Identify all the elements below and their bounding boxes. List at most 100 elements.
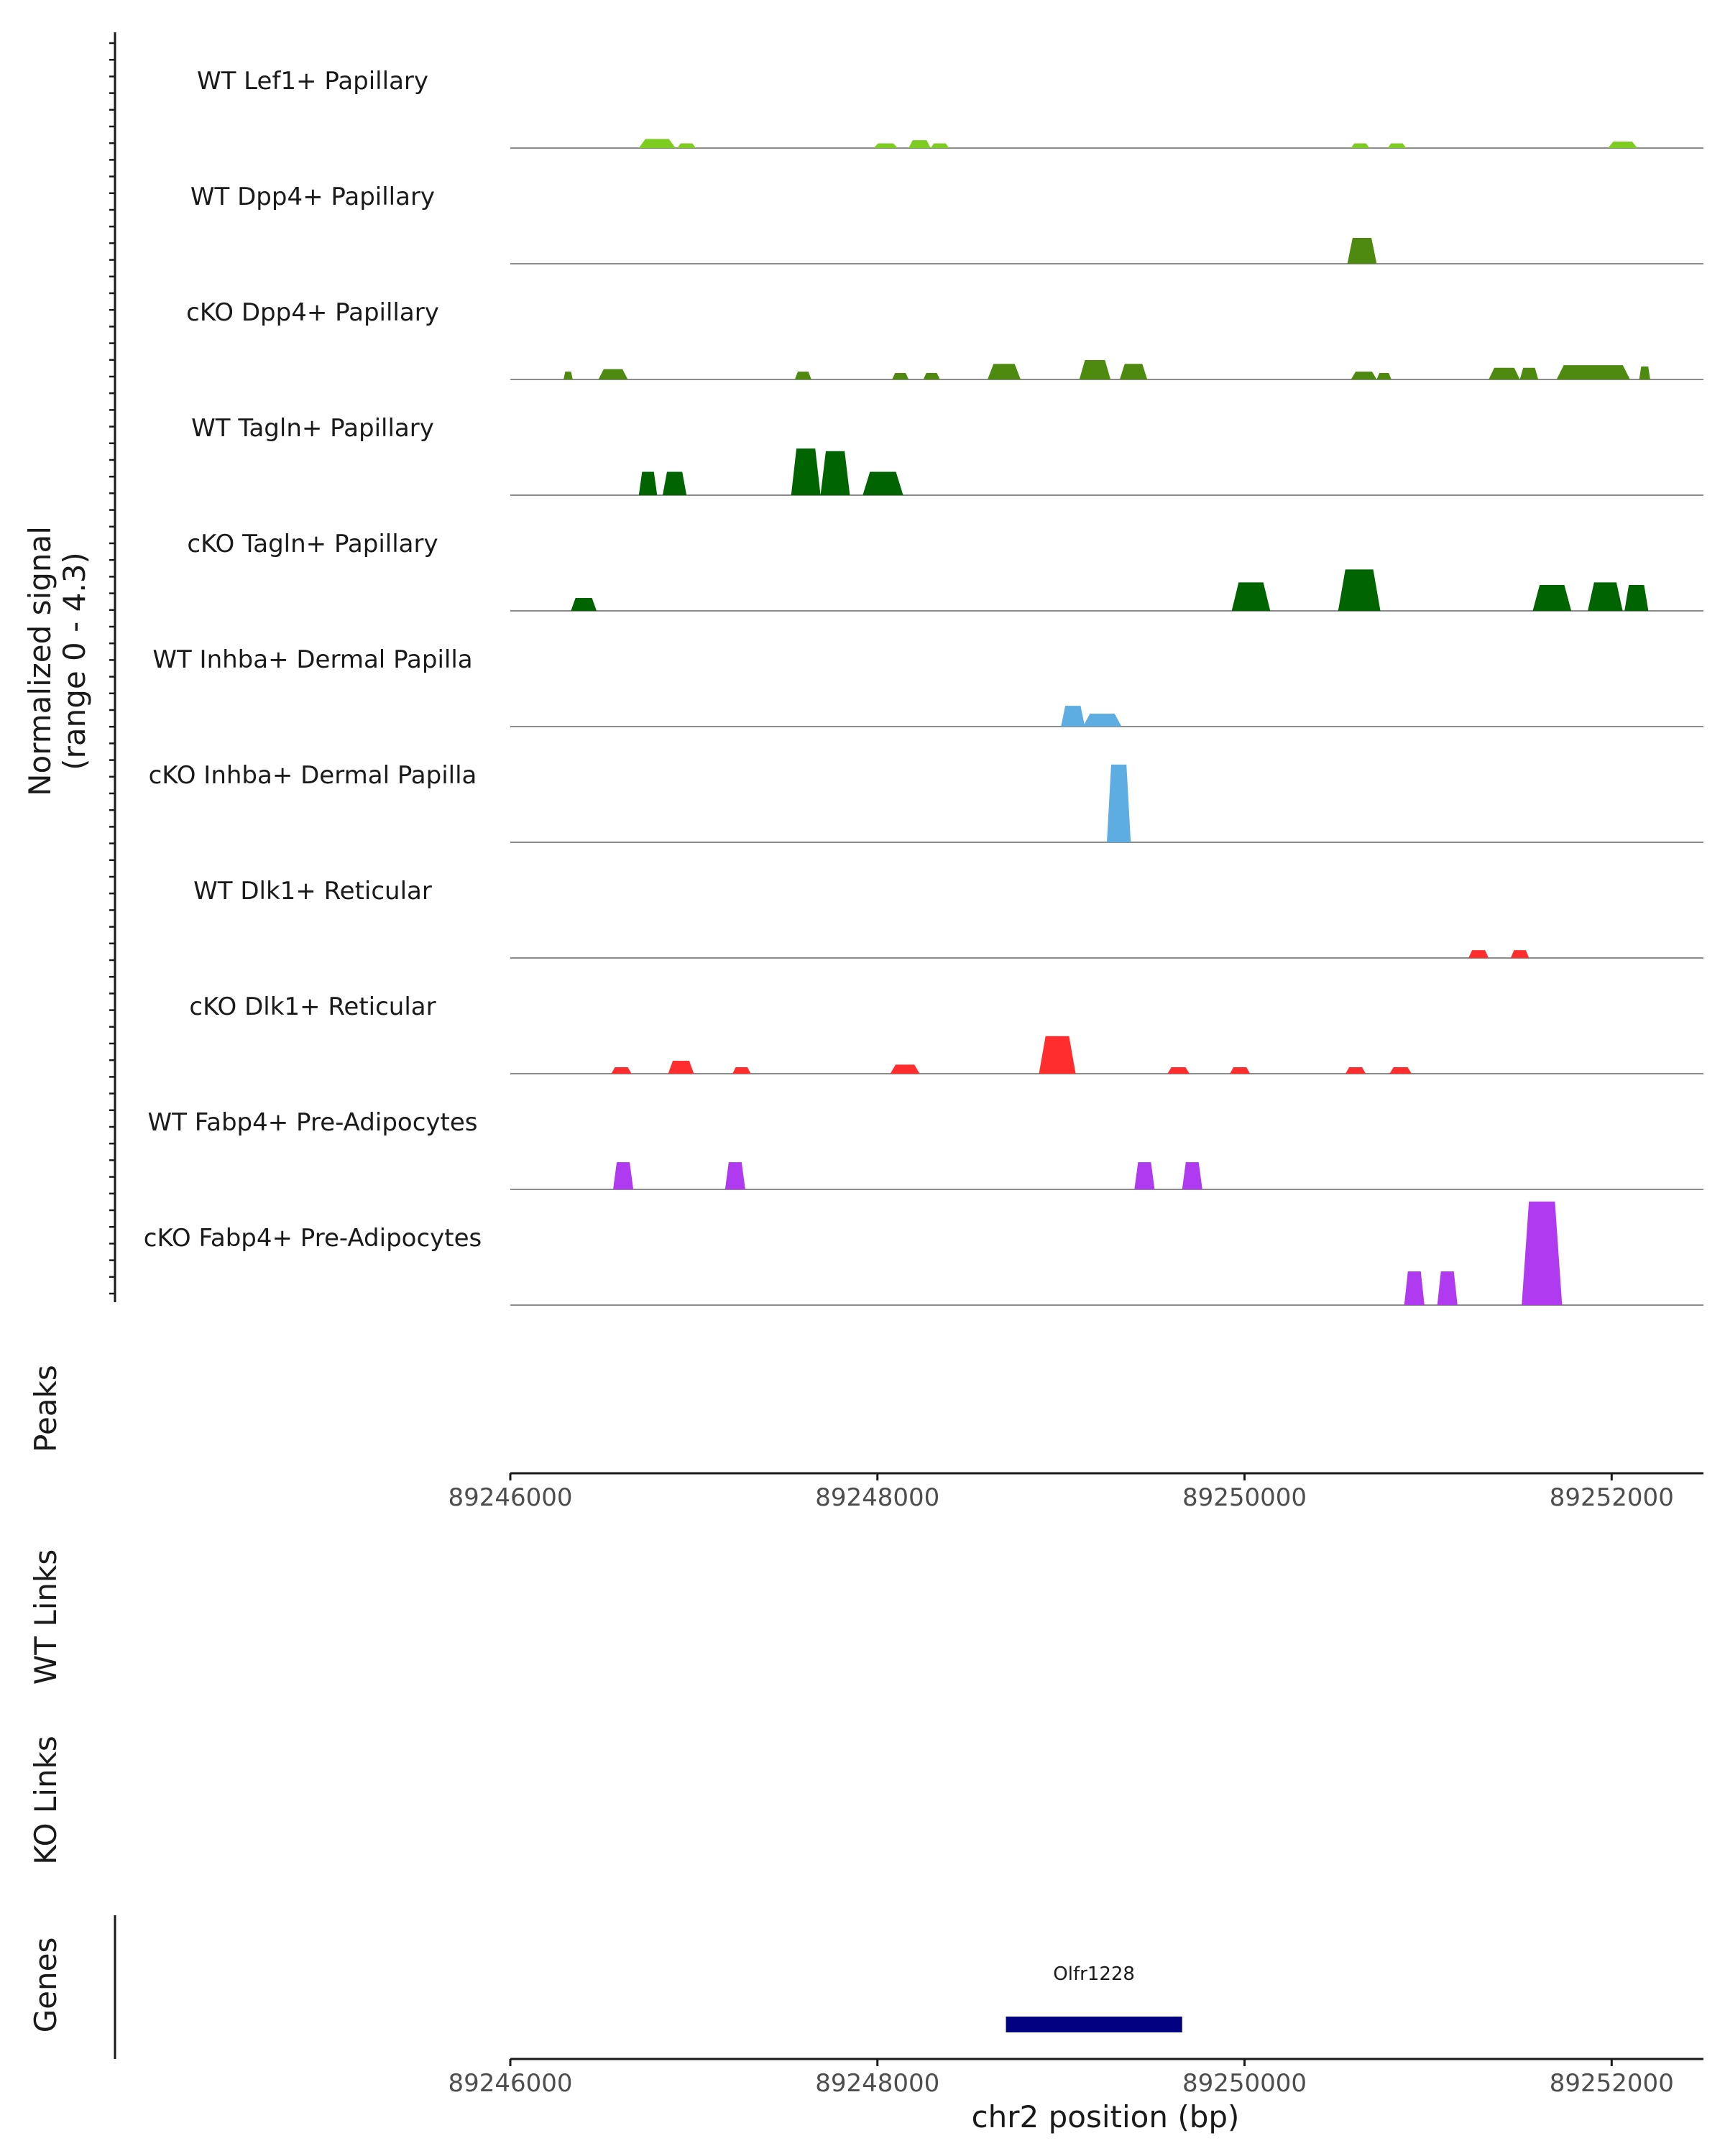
coverage-peak (1347, 237, 1377, 264)
coverage-peak (930, 143, 949, 148)
x-axis-title: chr2 position (bp) (972, 2099, 1240, 2134)
coverage-peak (791, 448, 821, 495)
coverage-peak (1351, 143, 1370, 148)
ko-links-panel-label: KO Links (28, 1736, 63, 1865)
x-axis-tick-label: 89246000 (448, 2069, 572, 2098)
track-9 (510, 1162, 1703, 1190)
x-axis-tick-label: 89248000 (815, 1483, 939, 1512)
coverage-peak (732, 1067, 751, 1074)
coverage-peak (1389, 1067, 1412, 1074)
coverage-peak (1134, 1162, 1155, 1189)
coverage-peak (638, 139, 676, 148)
gene-annotations: Olfr1228 (1006, 1963, 1182, 2032)
gene-label: Olfr1228 (1053, 1963, 1135, 1985)
coverage-peak (1079, 359, 1111, 379)
coverage-peak (611, 1067, 632, 1074)
track-7 (510, 950, 1703, 959)
track-label: WT Tagln+ Papillary (191, 414, 434, 443)
coverage-peak (1061, 706, 1085, 727)
track-label: WT Inhba+ Dermal Papilla (152, 645, 472, 674)
coverage-peak (794, 372, 811, 379)
track-10 (510, 1201, 1703, 1306)
gene-body (1006, 2017, 1182, 2032)
track-label: cKO Dpp4+ Papillary (186, 298, 439, 327)
x-axis-tick-label: 89248000 (815, 2069, 939, 2098)
track-label: cKO Fabp4+ Pre-Adipocytes (144, 1224, 482, 1253)
coverage-peak (1346, 1067, 1366, 1074)
track-5 (510, 706, 1703, 727)
track-4 (510, 569, 1703, 612)
coverage-peak (1639, 366, 1650, 379)
coverage-peak (988, 364, 1021, 379)
coverage-peak (1522, 1201, 1563, 1305)
peaks-panel-label: Peaks (28, 1365, 63, 1452)
track-label: cKO Inhba+ Dermal Papilla (149, 761, 477, 790)
track-labels: WT Lef1+ Papillary WT Dpp4+ Papillary cKO … (144, 67, 482, 1253)
coverage-peak (1230, 1067, 1251, 1074)
track-label: cKO Dlk1+ Reticular (189, 992, 436, 1021)
x-axis-tick-label: 89246000 (448, 1483, 572, 1512)
coverage-peak (1489, 367, 1520, 379)
y-axis-title-main: Normalized signal (22, 526, 58, 796)
coverage-peak (1182, 1162, 1202, 1189)
track-6 (510, 764, 1703, 843)
wt-links-panel-label: WT Links (28, 1549, 63, 1685)
coverage-peak (564, 372, 573, 379)
coverage-peak (677, 143, 696, 148)
coverage-peak (1437, 1271, 1458, 1305)
x-axis-tick-label: 89250000 (1182, 1483, 1307, 1512)
track-3 (510, 448, 1703, 496)
y-axis-title: Normalized signal (range 0 - 4.3) (22, 526, 92, 796)
coverage-peak (1351, 372, 1377, 379)
coverage-peak (820, 451, 850, 495)
coverage-peak (1231, 582, 1271, 611)
peaks-x-axis-ticks: 89246000 89248000 89250000 89252000 (448, 1473, 1674, 1512)
coverage-peak (892, 372, 909, 379)
track-8 (510, 1036, 1703, 1074)
coverage-peak (638, 471, 658, 495)
x-axis-tick-label: 89252000 (1550, 2069, 1674, 2098)
coverage-peak (1119, 364, 1148, 379)
coverage-peak (1510, 950, 1530, 958)
coverage-peak (908, 140, 931, 148)
coverage-peak (1624, 584, 1649, 611)
coverage-peak (571, 597, 597, 611)
coverage-tracks (510, 139, 1703, 1306)
coverage-y-axis-ticks (109, 42, 115, 1295)
coverage-peak (1039, 1036, 1076, 1074)
coverage-peak (598, 369, 628, 379)
genes-panel-label: Genes (28, 1938, 63, 2033)
track-label: cKO Tagln+ Papillary (187, 530, 438, 558)
coverage-peak (873, 143, 898, 148)
track-0 (510, 139, 1703, 149)
track-label: WT Dpp4+ Papillary (190, 183, 435, 211)
track-label: WT Dlk1+ Reticular (193, 877, 432, 906)
track-2 (510, 359, 1703, 380)
track-1 (510, 237, 1703, 264)
y-axis-title-sub: (range 0 - 4.3) (57, 552, 92, 770)
coverage-peak (662, 471, 687, 495)
coverage-peak (1588, 582, 1623, 611)
x-axis-tick-label: 89250000 (1182, 2069, 1307, 2098)
coverage-peak (1107, 764, 1131, 842)
coverage-peak (1338, 569, 1381, 611)
coverage-peak (668, 1060, 694, 1074)
coverage-peak (1404, 1271, 1425, 1305)
coverage-peak (613, 1162, 634, 1189)
coverage-peak (1556, 365, 1630, 379)
coverage-peak (1608, 141, 1638, 148)
track-label: WT Lef1+ Papillary (197, 67, 428, 96)
track-label: WT Fabp4+ Pre-Adipocytes (148, 1108, 478, 1137)
coverage-peak (1519, 367, 1539, 379)
genes-x-axis-ticks: 89246000 89248000 89250000 89252000 (448, 2059, 1674, 2098)
coverage-peak (923, 372, 940, 379)
x-axis-tick-label: 89252000 (1550, 1483, 1674, 1512)
coverage-peak (1082, 713, 1122, 727)
coverage-peak (890, 1064, 920, 1074)
coverage-peak (1532, 584, 1572, 611)
coverage-peak (1468, 950, 1489, 958)
coverage-peak (1376, 372, 1392, 379)
coverage-peak (1167, 1067, 1190, 1074)
coverage-peak (1387, 143, 1407, 148)
